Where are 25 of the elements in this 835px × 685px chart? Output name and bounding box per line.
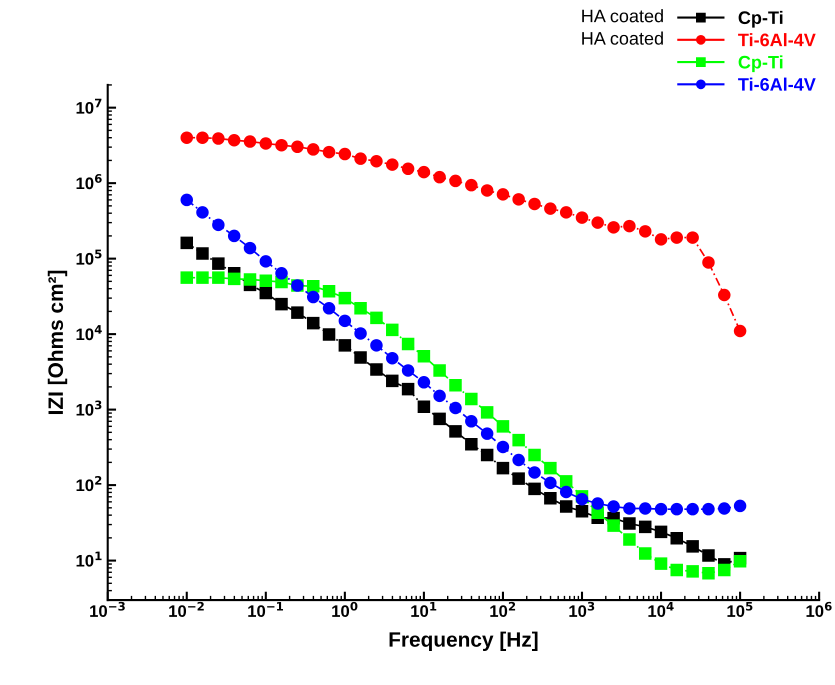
x-tick-label: 10$^{2}$	[490, 602, 516, 618]
x-tick-label: 10$^{5}$	[727, 602, 752, 618]
text: HA coated	[582, 32, 663, 45]
y-tick-label: 10$^{1}$	[76, 552, 102, 567]
x-tick-label: 10$^{−1}$	[248, 602, 284, 618]
x-tick-label: 10$^{1}$	[411, 602, 436, 618]
y-tick-label: 10$^{2}$	[76, 476, 102, 492]
legend-label: Cp-Ti	[738, 10, 782, 28]
y-tick-label: 10$^{7}$	[76, 98, 102, 114]
x-tick-label: 10$^{3}$	[569, 602, 594, 618]
x-axis-title: Frequency [Hz]	[390, 632, 538, 651]
legend-label: Cp-Ti	[738, 55, 782, 72]
x-tick-label: 10$^{6}$	[806, 602, 832, 618]
x-tick-label: 10$^{0}$	[332, 602, 358, 618]
y-tick-label: 10$^{3}$	[76, 400, 102, 416]
legend-label: Ti-6Al-4V	[738, 33, 816, 46]
text: HA coated	[582, 9, 663, 22]
x-tick-label: 10$^{−2}$	[169, 602, 204, 618]
y-tick-label: 10$^{4}$	[76, 325, 102, 340]
x-tick-label: 10$^{−3}$	[90, 602, 125, 618]
legend-label: Ti-6Al-4V	[738, 78, 816, 91]
y-tick-label: 10$^{6}$	[76, 174, 102, 190]
y-axis-title: IZI [Ohms cm²]	[48, 270, 68, 414]
x-tick-label: 10$^{4}$	[648, 602, 674, 618]
y-tick-label: 10$^{5}$	[76, 250, 102, 265]
